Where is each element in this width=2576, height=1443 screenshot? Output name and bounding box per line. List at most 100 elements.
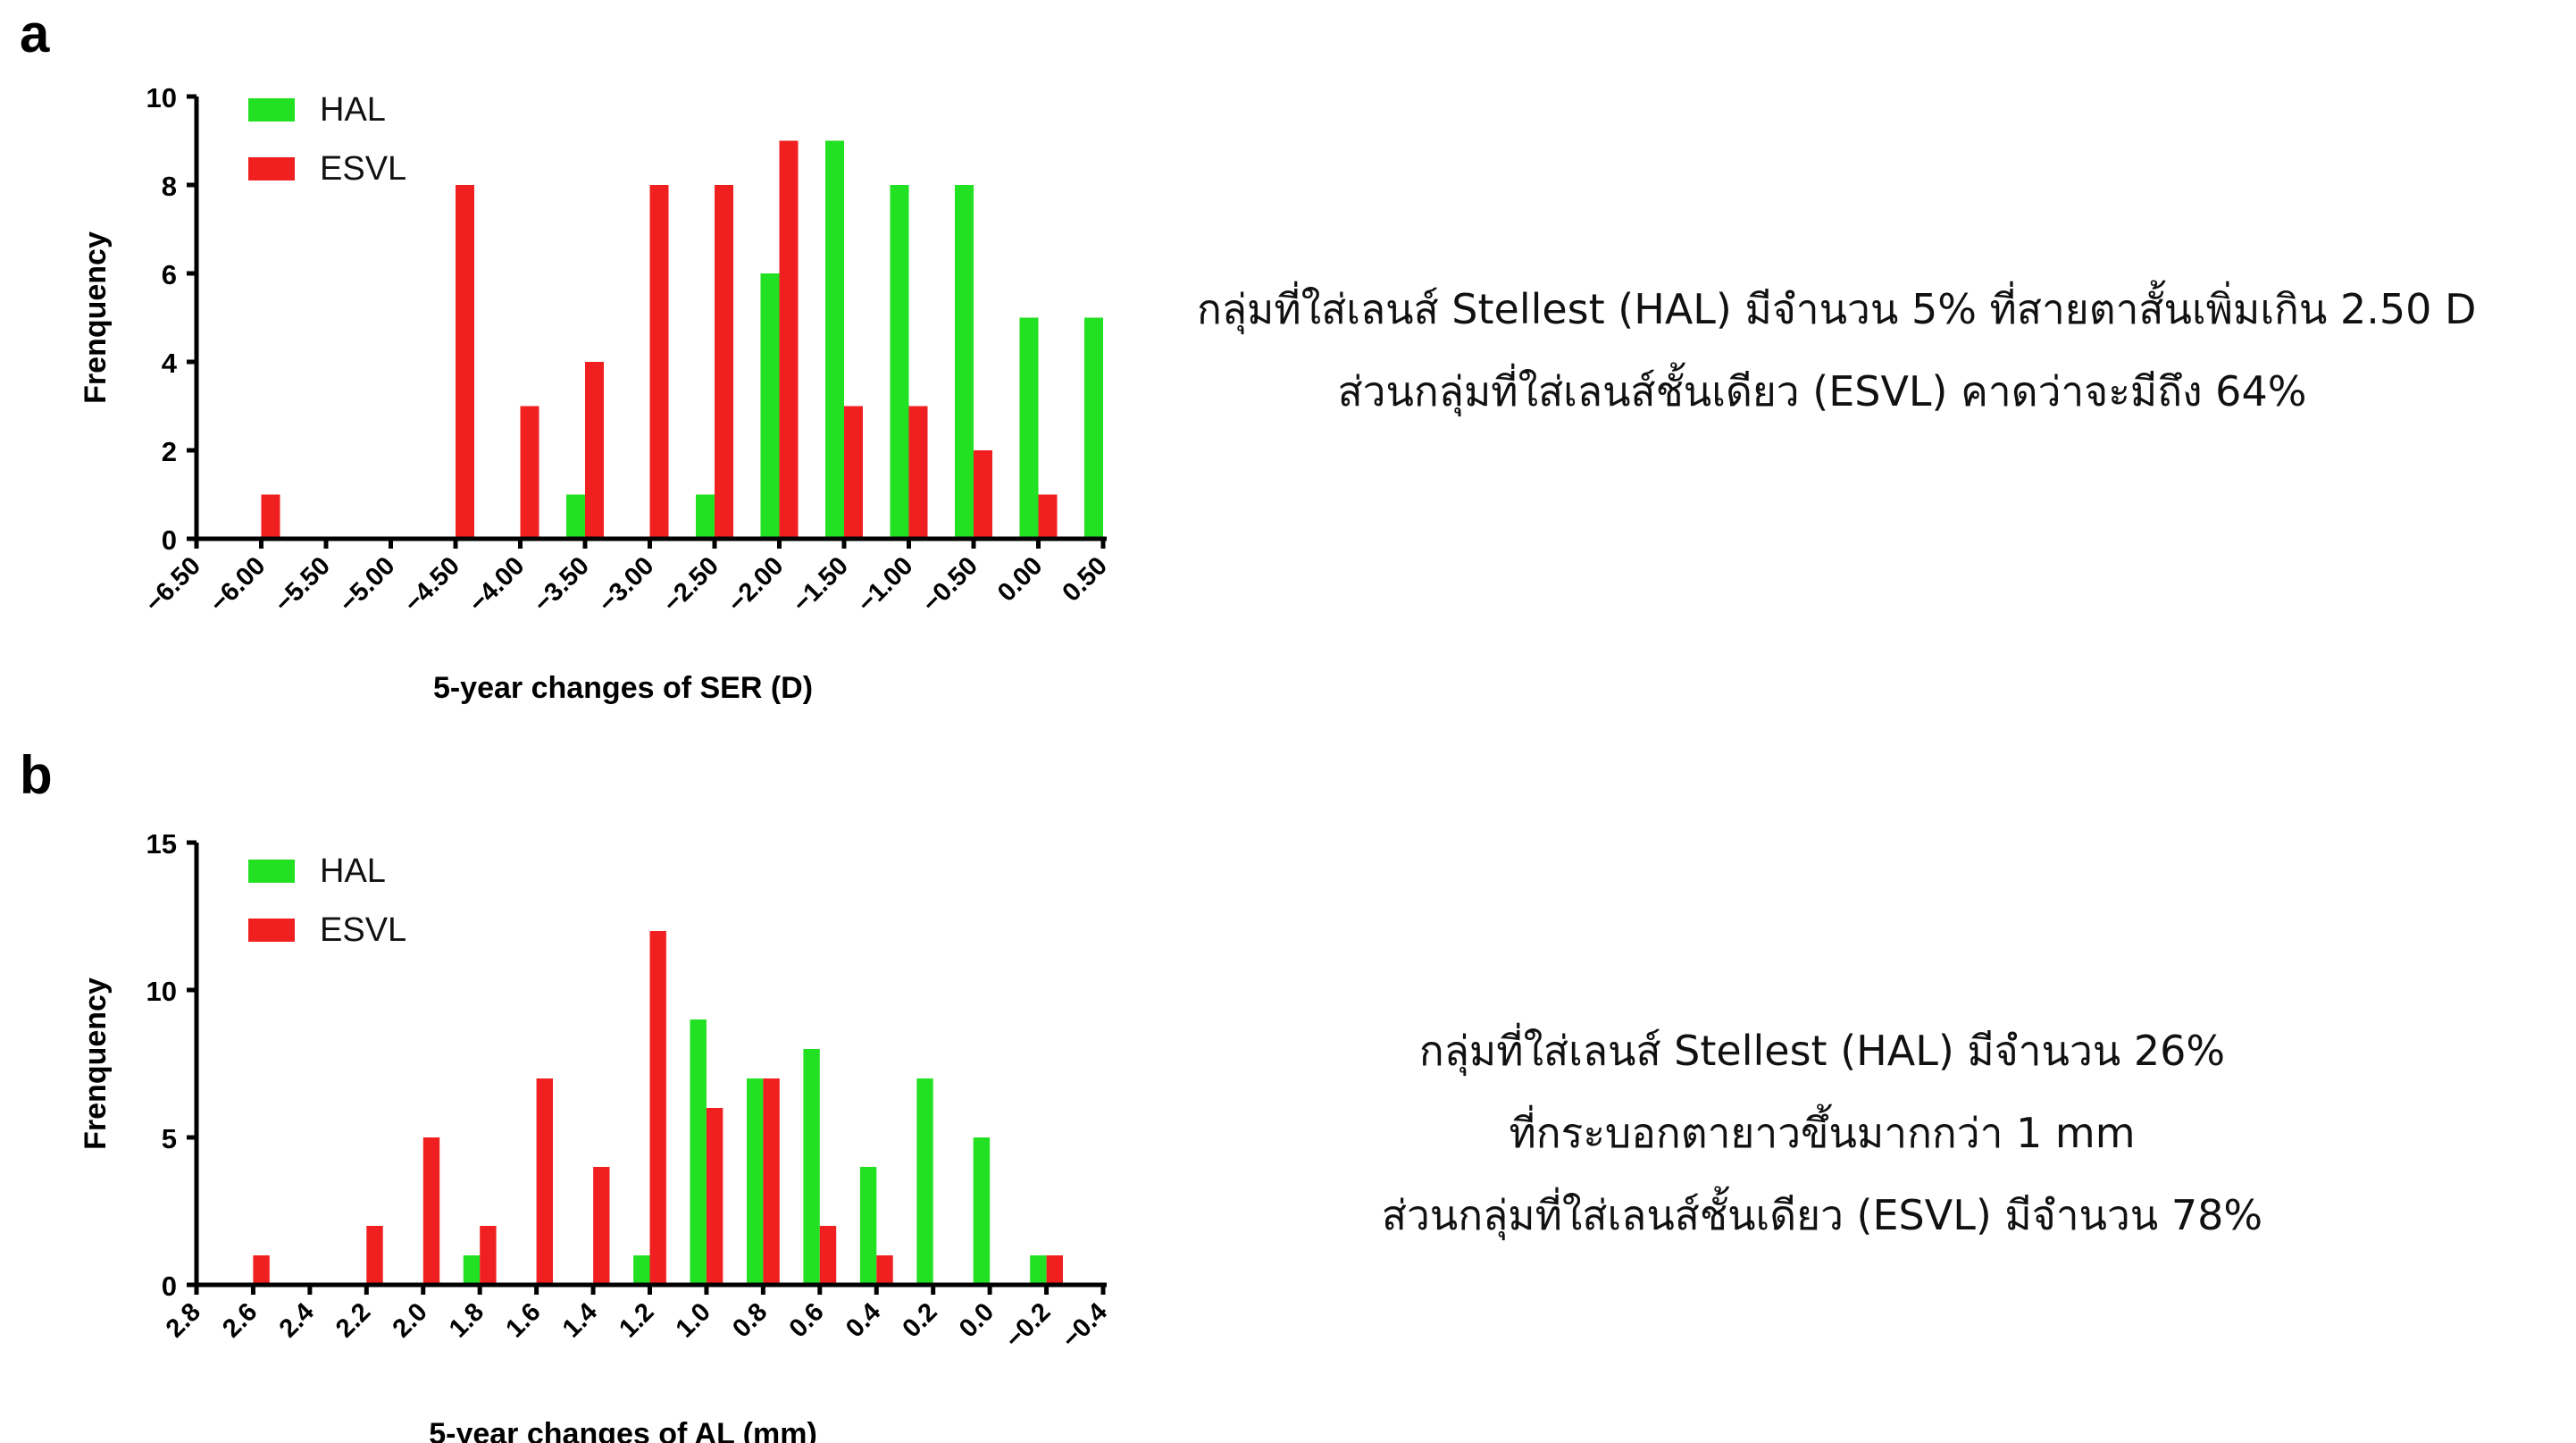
y-axis-title: Frenquency xyxy=(79,231,113,404)
panel-a-letter: a xyxy=(20,4,50,63)
y-tick-label-0: 0 xyxy=(162,524,177,556)
x-tick-label-2: 2.4 xyxy=(274,1297,320,1343)
legend-swatch-esvl xyxy=(248,919,295,942)
panel-b-note: กลุ่มที่ใส่เลนส์ Stellest (HAL) มีจำนวน … xyxy=(1197,1010,2447,1256)
bar-hal-1 xyxy=(696,494,715,539)
panel-a-note-line-2: ส่วนกลุ่มที่ใส่เลนส์ชั้นเดียว (ESVL) คาด… xyxy=(1337,367,2307,415)
x-tick-label-13: 0.00 xyxy=(992,551,1049,608)
bar-hal-6 xyxy=(1019,317,1039,539)
bar-esvl-7 xyxy=(706,1108,723,1285)
bar-esvl-7 xyxy=(844,406,863,539)
x-tick-label-5: −4.00 xyxy=(464,551,531,618)
x-tick-label-7: −3.00 xyxy=(593,551,660,618)
x-tick-label-0: 2.8 xyxy=(161,1297,206,1343)
y-tick-label-0: 0 xyxy=(162,1271,177,1302)
x-tick-label-8: −2.50 xyxy=(657,551,724,618)
bar-hal-2 xyxy=(760,273,780,539)
bar-esvl-10 xyxy=(1038,494,1058,539)
bar-esvl-6 xyxy=(779,140,799,539)
bar-esvl-4 xyxy=(649,185,669,539)
bar-hal-8 xyxy=(1030,1255,1047,1285)
bar-esvl-11 xyxy=(1046,1255,1063,1285)
x-tick-label-15: −0.2 xyxy=(999,1297,1056,1354)
legend-label-esvl: ESVL xyxy=(320,911,406,949)
bar-esvl-2 xyxy=(422,1137,440,1285)
x-tick-label-7: 1.4 xyxy=(557,1297,603,1343)
bar-esvl-1 xyxy=(456,185,474,539)
bar-esvl-9 xyxy=(819,1226,837,1285)
bar-esvl-2 xyxy=(520,406,539,539)
x-tick-label-8: 1.2 xyxy=(614,1297,659,1343)
bar-hal-3 xyxy=(747,1078,764,1285)
bar-hal-1 xyxy=(633,1255,650,1285)
y-tick-label-3: 15 xyxy=(146,828,177,860)
legend-label-esvl: ESVL xyxy=(320,150,406,188)
bar-esvl-6 xyxy=(649,931,666,1285)
bar-esvl-8 xyxy=(763,1078,780,1285)
bar-hal-0 xyxy=(463,1255,481,1285)
x-tick-label-1: −6.00 xyxy=(205,551,272,618)
legend-label-hal: HAL xyxy=(320,91,386,129)
bar-esvl-5 xyxy=(715,185,733,539)
bar-hal-5 xyxy=(859,1167,877,1285)
y-tick-label-4: 8 xyxy=(162,171,177,202)
y-tick-label-2: 4 xyxy=(162,348,178,379)
legend-label-hal: HAL xyxy=(320,852,386,890)
bar-esvl-5 xyxy=(593,1167,610,1285)
x-tick-label-16: −0.4 xyxy=(1057,1297,1113,1354)
bar-hal-0 xyxy=(566,494,585,539)
x-tick-label-4: 2.0 xyxy=(388,1297,433,1343)
bar-esvl-0 xyxy=(253,1255,270,1285)
bar-hal-4 xyxy=(803,1049,820,1285)
x-tick-label-3: 2.2 xyxy=(330,1297,376,1343)
bar-esvl-1 xyxy=(366,1226,383,1285)
bar-hal-7 xyxy=(1084,317,1103,539)
y-tick-label-2: 10 xyxy=(146,976,177,1007)
y-tick-label-3: 6 xyxy=(162,259,177,290)
ser-histogram-chart: 0246810−6.50−6.00−5.50−5.00−4.50−4.00−3.… xyxy=(79,82,1113,705)
bar-hal-3 xyxy=(825,140,844,539)
panel-b-note-line-1: กลุ่มที่ใส่เลนส์ Stellest (HAL) มีจำนวน … xyxy=(1418,1027,2226,1075)
x-tick-label-5: 1.8 xyxy=(444,1297,489,1343)
x-tick-label-9: 1.0 xyxy=(671,1297,716,1343)
bar-esvl-0 xyxy=(261,494,280,539)
x-tick-label-12: −0.50 xyxy=(916,551,983,618)
panel-b-note-line-2: ที่กระบอกตายาวขึ้นมากกว่า 1 mm xyxy=(1509,1109,2136,1157)
y-tick-label-1: 5 xyxy=(162,1123,177,1154)
x-tick-label-9: −2.00 xyxy=(723,551,790,618)
legend-swatch-esvl xyxy=(248,157,295,180)
x-axis-title: 5-year changes of AL (mm) xyxy=(429,1417,817,1443)
x-tick-label-14: 0.50 xyxy=(1057,551,1113,608)
bar-hal-6 xyxy=(916,1078,933,1285)
panel-b-note-line-3: ส่วนกลุ่มที่ใส่เลนส์ชั้นเดียว (ESVL) มีจ… xyxy=(1381,1191,2263,1239)
y-axis-title: Frenquency xyxy=(79,977,113,1150)
bar-hal-7 xyxy=(973,1137,991,1285)
x-tick-label-4: −4.50 xyxy=(398,551,465,618)
x-tick-label-1: 2.6 xyxy=(217,1297,263,1343)
x-tick-label-3: −5.00 xyxy=(334,551,401,618)
x-tick-label-12: 0.4 xyxy=(841,1297,886,1343)
x-tick-label-6: −3.50 xyxy=(528,551,595,618)
x-tick-label-10: 0.8 xyxy=(727,1297,773,1343)
x-tick-label-0: −6.50 xyxy=(139,551,206,618)
x-tick-label-14: 0.0 xyxy=(954,1297,999,1343)
bar-esvl-8 xyxy=(908,406,928,539)
legend-swatch-hal xyxy=(248,98,295,122)
bar-esvl-3 xyxy=(585,362,604,539)
legend-swatch-hal xyxy=(248,860,295,883)
x-tick-label-2: −5.50 xyxy=(269,551,336,618)
bar-esvl-4 xyxy=(536,1078,553,1285)
panel-a-note: กลุ่มที่ใส่เลนส์ Stellest (HAL) มีจำนวน … xyxy=(1197,268,2477,432)
bar-hal-5 xyxy=(955,185,974,539)
x-tick-label-6: 1.6 xyxy=(500,1297,546,1343)
y-tick-label-1: 2 xyxy=(162,436,177,467)
panel-b-letter: b xyxy=(20,745,53,805)
x-tick-label-13: 0.2 xyxy=(897,1297,942,1343)
x-tick-label-11: 0.6 xyxy=(784,1297,830,1343)
panel-a-note-line-1: กลุ่มที่ใส่เลนส์ Stellest (HAL) มีจำนวน … xyxy=(1197,285,2477,333)
y-tick-label-5: 10 xyxy=(146,82,177,113)
bar-hal-2 xyxy=(690,1019,707,1285)
x-tick-label-10: −1.50 xyxy=(787,551,854,618)
bar-esvl-3 xyxy=(480,1226,497,1285)
